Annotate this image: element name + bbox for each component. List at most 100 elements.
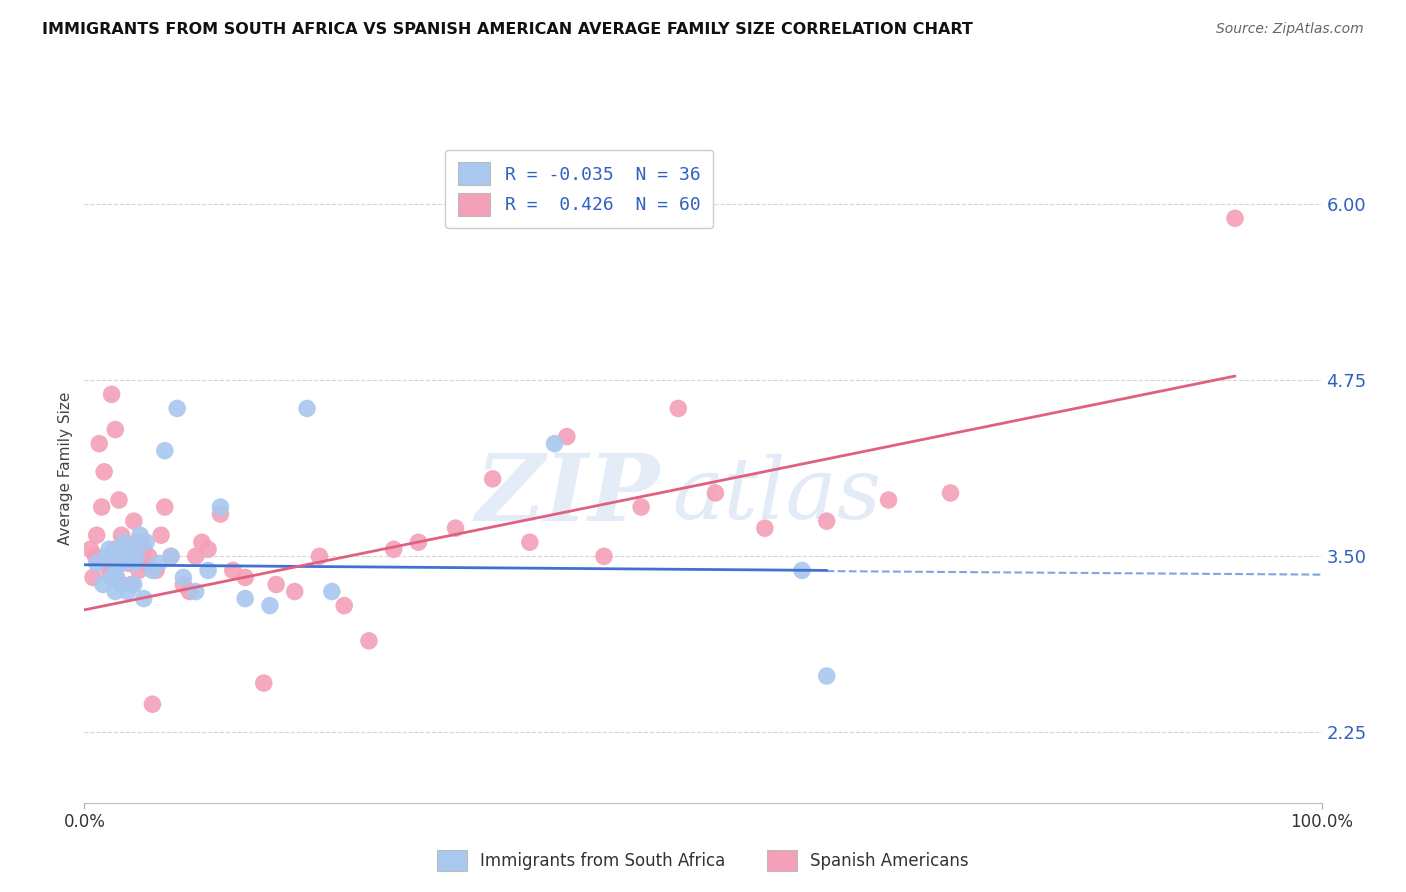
- Point: [184, 584, 207, 599]
- Point: [264, 577, 287, 591]
- Point: [222, 563, 245, 577]
- Point: [308, 549, 330, 564]
- Point: [108, 542, 131, 557]
- Point: [939, 486, 962, 500]
- Point: [197, 542, 219, 557]
- Point: [129, 535, 152, 549]
- Point: [98, 563, 121, 577]
- Point: [112, 549, 135, 564]
- Text: ZIP: ZIP: [475, 450, 659, 540]
- Point: [86, 528, 108, 542]
- Point: [82, 570, 104, 584]
- Point: [117, 549, 139, 564]
- Point: [141, 563, 163, 577]
- Point: [98, 542, 121, 557]
- Point: [108, 493, 131, 508]
- Point: [122, 577, 145, 591]
- Point: [100, 570, 122, 584]
- Point: [104, 563, 127, 577]
- Point: [295, 401, 318, 416]
- Point: [191, 535, 214, 549]
- Point: [593, 549, 616, 564]
- Point: [815, 669, 838, 683]
- Point: [90, 500, 112, 514]
- Point: [79, 542, 101, 557]
- Point: [135, 557, 157, 571]
- Point: [110, 577, 132, 591]
- Point: [284, 584, 307, 599]
- Point: [96, 557, 118, 571]
- Point: [790, 563, 813, 577]
- Point: [120, 577, 142, 591]
- Point: [135, 535, 157, 549]
- Point: [209, 500, 232, 514]
- Point: [91, 577, 114, 591]
- Point: [259, 599, 281, 613]
- Point: [172, 577, 194, 591]
- Point: [141, 697, 163, 711]
- Point: [125, 549, 148, 564]
- Point: [86, 557, 108, 571]
- Point: [153, 500, 176, 514]
- Point: [172, 570, 194, 584]
- Point: [160, 549, 183, 564]
- Point: [112, 535, 135, 549]
- Point: [89, 436, 111, 450]
- Point: [105, 570, 128, 584]
- Point: [630, 500, 652, 514]
- Legend: Immigrants from South Africa, Spanish Americans: Immigrants from South Africa, Spanish Am…: [427, 840, 979, 881]
- Text: Source: ZipAtlas.com: Source: ZipAtlas.com: [1216, 22, 1364, 37]
- Point: [150, 528, 173, 542]
- Point: [96, 549, 118, 564]
- Point: [166, 401, 188, 416]
- Point: [160, 549, 183, 564]
- Text: IMMIGRANTS FROM SOUTH AFRICA VS SPANISH AMERICAN AVERAGE FAMILY SIZE CORRELATION: IMMIGRANTS FROM SOUTH AFRICA VS SPANISH …: [42, 22, 973, 37]
- Point: [209, 507, 232, 521]
- Point: [122, 514, 145, 528]
- Point: [138, 549, 160, 564]
- Point: [1223, 211, 1246, 226]
- Point: [233, 591, 256, 606]
- Point: [104, 584, 127, 599]
- Point: [877, 493, 900, 508]
- Point: [148, 557, 170, 571]
- Point: [333, 599, 356, 613]
- Point: [704, 486, 727, 500]
- Point: [481, 472, 503, 486]
- Point: [118, 557, 141, 571]
- Point: [104, 423, 127, 437]
- Point: [122, 557, 145, 571]
- Point: [128, 563, 150, 577]
- Point: [153, 443, 176, 458]
- Point: [815, 514, 838, 528]
- Point: [444, 521, 467, 535]
- Point: [754, 521, 776, 535]
- Y-axis label: Average Family Size: Average Family Size: [58, 392, 73, 545]
- Point: [321, 584, 343, 599]
- Point: [666, 401, 689, 416]
- Point: [555, 429, 578, 443]
- Point: [233, 570, 256, 584]
- Point: [120, 542, 142, 557]
- Point: [408, 535, 430, 549]
- Point: [382, 542, 405, 557]
- Point: [132, 542, 155, 557]
- Point: [357, 633, 380, 648]
- Point: [197, 563, 219, 577]
- Text: atlas: atlas: [672, 454, 882, 536]
- Point: [179, 584, 201, 599]
- Point: [117, 584, 139, 599]
- Point: [100, 387, 122, 401]
- Point: [132, 591, 155, 606]
- Point: [103, 542, 125, 557]
- Point: [145, 563, 167, 577]
- Point: [125, 535, 148, 549]
- Point: [129, 528, 152, 542]
- Point: [84, 549, 107, 564]
- Point: [110, 528, 132, 542]
- Point: [93, 465, 115, 479]
- Point: [115, 542, 138, 557]
- Point: [253, 676, 276, 690]
- Point: [543, 436, 565, 450]
- Point: [519, 535, 541, 549]
